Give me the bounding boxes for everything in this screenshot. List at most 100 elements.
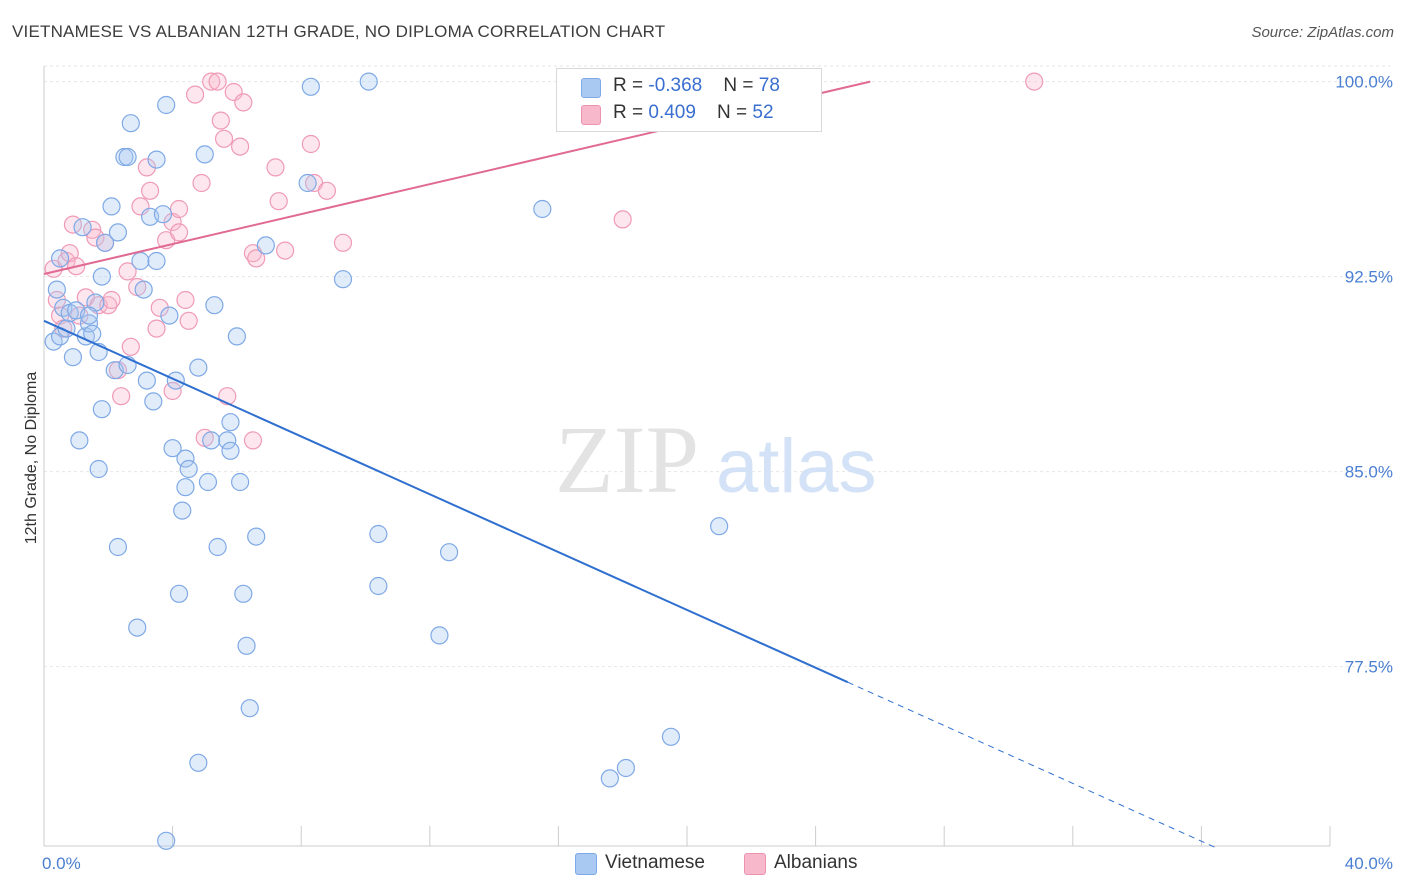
y-tick-label: 100.0% [1335,73,1393,92]
y-tick-label: 77.5% [1345,658,1393,677]
vietnamese-point [92,267,111,286]
albanian-point [231,137,250,156]
albanian-point [179,311,198,330]
legend-text-vietnamese: R = -0.368 N = 78 [613,75,780,96]
vietnamese-point [189,753,208,772]
vietnamese-point [333,270,353,289]
y-axis-title: 12th Grade, No Diploma [23,372,40,545]
vietnamese-point [79,314,99,333]
vietnamese-point [176,478,195,497]
vietnamese-point [134,280,153,299]
vietnamese-point [108,223,128,242]
albanian-point [147,319,166,338]
tick-labels: 77.5% 85.0% 92.5% 100.0% 0.0% 40.0% [42,73,1393,873]
albanian-point [333,233,353,252]
vietnamese-point [128,618,147,637]
bottom-legend-label-vietnamese: Vietnamese [605,852,705,873]
watermark: ZIP atlas [555,406,877,513]
vietnamese-point [359,72,378,91]
y-tick-label: 85.0% [1345,463,1393,482]
vietnamese-point [616,758,636,778]
vietnamese-point [205,296,224,315]
vietnamese-point [131,251,150,271]
vietnamese-point [50,249,70,268]
albanian-point [1025,72,1044,91]
vietnamese-point [227,327,246,346]
albanian-point [301,134,320,154]
albanian-point [121,337,140,356]
chart-title: VIETNAMESE VS ALBANIAN 12TH GRADE, NO DI… [12,22,666,41]
vietnamese-point [298,173,317,193]
vietnamese-point [153,205,173,224]
vietnamese-trend-extension [847,681,1218,849]
albanian-point [150,298,169,317]
vietnamese-point [173,501,192,520]
vietnamese-point [600,769,619,788]
x-tick-label-min: 0.0% [42,854,81,873]
albanian-point [243,431,263,450]
vietnamese-point [195,145,214,164]
vietnamese-point [176,449,195,468]
vietnamese-point [439,543,459,562]
y-tick-label: 92.5% [1345,268,1393,287]
correlation-legend: R = -0.368 N = 78 R = 0.409 N = 52 [556,68,822,132]
vietnamese-point [157,95,176,115]
legend-text-albanian: R = 0.409 N = 52 [613,102,774,123]
albanian-point [112,387,131,406]
albanian-points [44,72,1044,450]
vietnamese-point [301,77,320,96]
watermark-atlas: atlas [716,424,877,509]
vietnamese-point [256,236,275,255]
grid-lines [44,65,1390,668]
watermark-zip: ZIP [555,406,699,513]
legend-swatch-vietnamese [581,78,601,98]
albanian-point [192,173,211,193]
vietnamese-point [189,358,208,377]
albanian-point [186,85,205,104]
vietnamese-point [144,392,163,411]
vietnamese-point [118,147,137,167]
bottom-legend-swatch-vietnamese [575,853,597,875]
bottom-legend-swatch-albanians [744,853,766,875]
vietnamese-point [73,218,92,237]
vietnamese-point [95,233,115,252]
vietnamese-point [89,459,108,479]
albanian-point [102,290,121,310]
vietnamese-point [247,527,266,546]
x-tick-label-max: 40.0% [1345,854,1393,873]
albanian-point [269,192,288,211]
vietnamese-point [240,699,259,718]
axes [43,66,1331,847]
vietnamese-point [92,400,111,419]
vietnamese-point [202,431,221,450]
albanian-point [86,228,105,247]
vietnamese-point [157,831,176,850]
albanian-point [613,210,632,229]
vietnamese-point [108,537,128,557]
vietnamese-point [163,439,182,458]
albanian-point [247,249,266,268]
vietnamese-point [231,472,250,492]
albanian-point [234,93,253,112]
bottom-legend-label-albanians: Albanians [774,852,858,873]
vietnamese-point [237,636,256,655]
vietnamese-point [208,537,227,557]
vietnamese-point [430,626,449,645]
vietnamese-point [102,197,121,216]
albanian-point [169,199,189,219]
vietnamese-point [147,251,166,271]
albanian-point [202,72,221,91]
albanian-point [211,111,230,130]
vietnamese-point [661,727,681,746]
albanian-point [163,381,182,401]
vietnamese-point [70,431,89,450]
vietnamese-point [198,472,218,492]
legend-swatch-albanian [581,105,601,125]
vietnamese-trend-line [43,319,849,684]
vietnamese-point [179,459,198,479]
vietnamese-point [234,584,253,603]
vietnamese-point [47,280,66,299]
vietnamese-point [221,413,240,432]
vietnamese-point [160,306,179,325]
